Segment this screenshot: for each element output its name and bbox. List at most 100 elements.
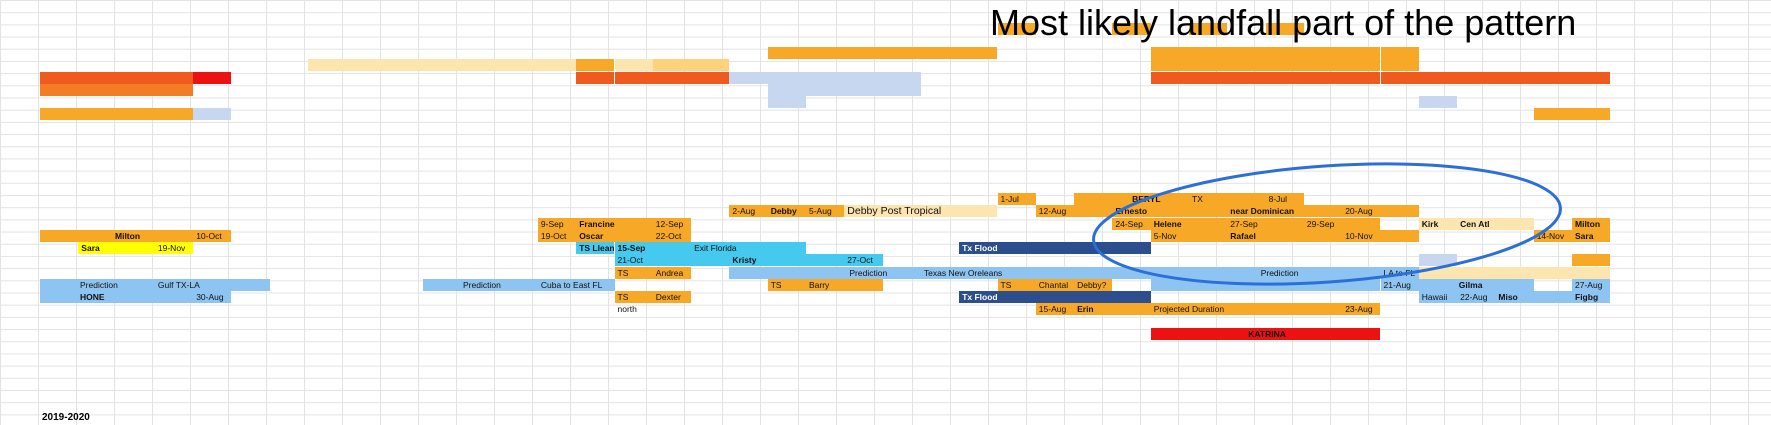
date-cell bbox=[1342, 133, 1380, 145]
date-cell bbox=[1381, 133, 1419, 145]
date-cell bbox=[423, 108, 461, 120]
date-cell bbox=[1227, 59, 1266, 72]
date-cell bbox=[1495, 170, 1533, 182]
date-cell bbox=[423, 121, 461, 133]
storm-bar: 24-Sep bbox=[1112, 217, 1151, 230]
date-cell bbox=[40, 83, 79, 96]
date-cell bbox=[1189, 121, 1227, 133]
date-cell bbox=[1265, 71, 1304, 84]
date-cell bbox=[117, 59, 155, 71]
date-cell bbox=[882, 83, 921, 96]
storm-bar: Barry bbox=[806, 278, 883, 291]
date-cell bbox=[959, 72, 997, 84]
date-cell bbox=[346, 133, 384, 145]
date-cell bbox=[959, 121, 997, 133]
date-cell bbox=[1495, 47, 1533, 59]
date-cell bbox=[40, 170, 78, 182]
date-cell bbox=[959, 170, 997, 182]
date-cell bbox=[883, 59, 921, 71]
storm-bar: Ernesto bbox=[1112, 205, 1228, 218]
date-cell bbox=[1381, 84, 1419, 96]
date-cell bbox=[1495, 133, 1533, 145]
date-cell bbox=[1304, 108, 1342, 120]
date-cell bbox=[500, 145, 538, 157]
date-cell bbox=[998, 59, 1036, 71]
date-cell bbox=[1303, 59, 1343, 72]
date-cell bbox=[767, 96, 806, 108]
date-cell bbox=[308, 145, 346, 157]
date-cell bbox=[1342, 47, 1381, 59]
date-cell bbox=[1112, 47, 1150, 59]
date-cell bbox=[1418, 96, 1458, 108]
date-cell bbox=[1074, 157, 1112, 169]
storm-bar: Cuba to East FL bbox=[537, 278, 615, 291]
date-cell bbox=[193, 133, 231, 145]
date-cell bbox=[270, 145, 308, 157]
column-number bbox=[959, 182, 997, 194]
date-cell bbox=[78, 83, 117, 96]
column-number bbox=[1036, 182, 1074, 194]
date-cell bbox=[232, 59, 270, 71]
storm-bar: BERYL bbox=[1074, 193, 1266, 205]
date-cell bbox=[1534, 145, 1572, 157]
date-cell bbox=[1572, 121, 1610, 133]
storm-bar: 27-Sep bbox=[1227, 217, 1304, 230]
storm-bar: 22-Aug bbox=[1457, 291, 1496, 303]
date-cell bbox=[1457, 47, 1495, 59]
column-number bbox=[1266, 182, 1304, 194]
date-cell bbox=[844, 96, 882, 108]
date-cell bbox=[1112, 145, 1150, 157]
storm-bar: Tx Flood bbox=[959, 242, 1151, 254]
date-cell bbox=[1572, 170, 1610, 182]
date-cell bbox=[461, 47, 499, 59]
storm-bar: Milton bbox=[1572, 217, 1611, 230]
date-cell bbox=[270, 157, 308, 169]
date-cell bbox=[576, 108, 614, 120]
storm-bar: TS Lleana bbox=[576, 242, 615, 254]
header-label bbox=[155, 23, 232, 35]
date-cell bbox=[653, 96, 691, 108]
date-cell bbox=[1342, 121, 1380, 133]
date-cell bbox=[193, 145, 231, 157]
storm-bar: 10-Oct bbox=[193, 229, 232, 242]
date-cell bbox=[883, 121, 921, 133]
date-cell bbox=[154, 83, 194, 96]
date-cell bbox=[232, 96, 270, 108]
date-cell bbox=[1189, 71, 1228, 84]
date-cell bbox=[691, 121, 729, 133]
storm-bar: 2-Aug bbox=[729, 205, 768, 218]
date-cell bbox=[270, 47, 308, 59]
storm-bar: 12-Sep bbox=[652, 217, 692, 230]
date-cell bbox=[652, 71, 692, 84]
column-number bbox=[576, 182, 614, 194]
date-cell bbox=[270, 108, 308, 120]
date-cell bbox=[1381, 157, 1419, 169]
date-cell bbox=[729, 47, 767, 59]
date-cell bbox=[729, 121, 767, 133]
header-label bbox=[997, 22, 1036, 35]
storm-bar: KATRINA bbox=[1150, 327, 1381, 340]
date-cell bbox=[461, 96, 499, 108]
date-cell bbox=[921, 121, 959, 133]
storm-bar bbox=[1418, 254, 1458, 267]
date-cell bbox=[1112, 72, 1150, 84]
storm-bar: Projected Duration bbox=[1150, 303, 1343, 316]
date-cell bbox=[1534, 157, 1572, 169]
date-cell bbox=[461, 59, 500, 72]
date-cell bbox=[1304, 96, 1342, 108]
date-cell bbox=[959, 145, 997, 157]
date-cell bbox=[193, 170, 231, 182]
date-cell bbox=[1036, 157, 1074, 169]
date-cell bbox=[768, 59, 806, 71]
date-cell bbox=[576, 47, 614, 59]
storm-bar: 14-Nov bbox=[1533, 229, 1572, 242]
date-cell bbox=[1265, 47, 1304, 59]
date-cell bbox=[844, 47, 883, 59]
storm-bar: 15-Aug bbox=[1035, 303, 1075, 316]
date-cell bbox=[385, 145, 423, 157]
date-cell bbox=[1074, 108, 1112, 120]
date-cell bbox=[1534, 47, 1572, 59]
date-cell bbox=[883, 133, 921, 145]
date-cell bbox=[461, 72, 499, 84]
date-cell bbox=[78, 170, 116, 182]
